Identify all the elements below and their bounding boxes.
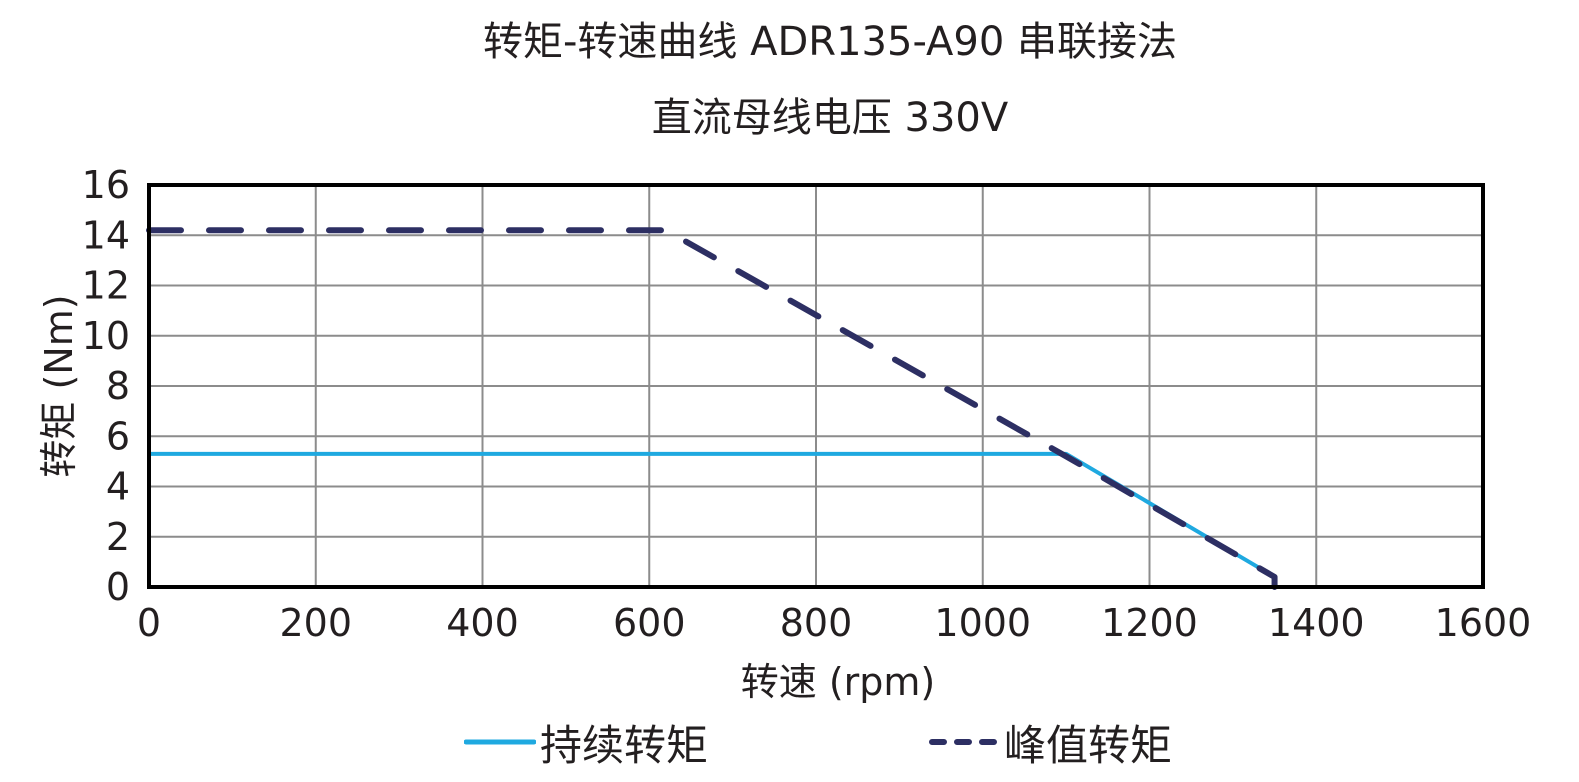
- x-tick-label: 1600: [1435, 601, 1532, 645]
- continuous-torque-line: [149, 451, 1277, 587]
- x-tick-label: 400: [446, 601, 519, 645]
- grid-lines: [149, 185, 1483, 587]
- y-axis-label: 转矩 (Nm): [37, 294, 81, 477]
- x-axis-label: 转速 (rpm): [741, 660, 936, 704]
- x-tick-label: 1200: [1101, 601, 1198, 645]
- chart-title-line2: 直流母线电压 330V: [651, 95, 1009, 141]
- x-tick-labels: 0 200 400 600 800 1000 1200 1400 1600: [137, 601, 1531, 645]
- y-tick-label: 6: [106, 414, 130, 458]
- chart-title-line1: 转矩-转速曲线 ADR135-A90 串联接法: [483, 19, 1177, 65]
- x-tick-label: 0: [137, 601, 161, 645]
- series-lines: [146, 227, 1278, 590]
- x-tick-label: 600: [613, 601, 686, 645]
- plot-frame: [147, 183, 1485, 589]
- x-tick-label: 200: [279, 601, 352, 645]
- legend-label-continuous: 持续转矩: [540, 720, 709, 770]
- y-tick-labels: 0 2 4 6 8 10 12 14 16: [82, 163, 130, 609]
- y-tick-label: 0: [106, 565, 130, 609]
- x-tick-label: 1000: [934, 601, 1031, 645]
- solid-line-swatch-icon: [464, 739, 536, 745]
- y-tick-label: 12: [82, 264, 130, 308]
- peak-torque-line: [146, 227, 1278, 590]
- y-tick-label: 14: [82, 213, 130, 257]
- y-tick-label: 16: [82, 163, 130, 207]
- x-tick-label: 800: [780, 601, 853, 645]
- legend-item-peak: 峰值转矩: [928, 712, 1172, 772]
- y-tick-label: 4: [106, 465, 130, 509]
- legend-label-peak: 峰值转矩: [1004, 720, 1173, 770]
- y-tick-label: 8: [106, 364, 130, 408]
- dashed-line-swatch-icon: [929, 739, 1000, 745]
- y-tick-label: 2: [106, 515, 130, 559]
- legend-item-continuous: 持续转矩: [464, 712, 708, 772]
- y-tick-label: 10: [82, 314, 130, 358]
- x-tick-label: 1400: [1268, 601, 1365, 645]
